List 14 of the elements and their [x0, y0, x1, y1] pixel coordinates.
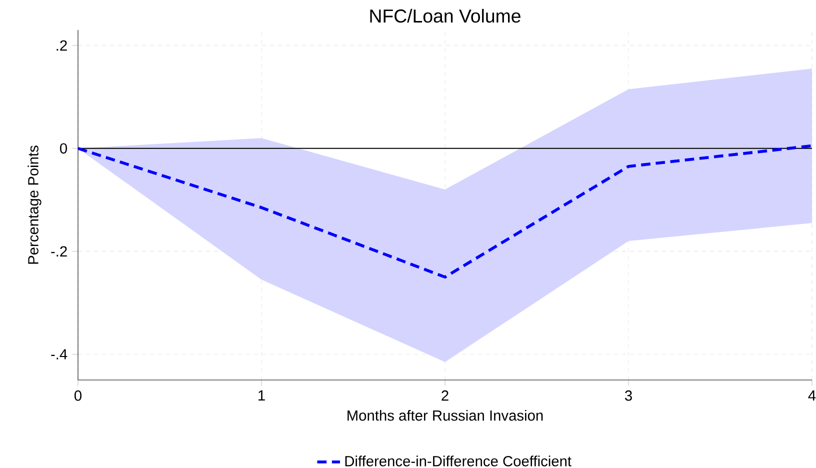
y-tick-label: -.2 — [51, 246, 67, 256]
x-tick-label: 3 — [624, 390, 632, 401]
x-tick-label: 0 — [74, 390, 82, 401]
x-tick-label: 2 — [442, 390, 448, 401]
y-tick-label: 0 — [60, 143, 68, 154]
legend-label: Difference-in-Difference Coefficient — [345, 456, 572, 466]
y-axis-title: Percentage Points — [28, 146, 42, 264]
x-axis-title: Months after Russian Invasion — [348, 410, 543, 421]
x-tick-label: 4 — [808, 390, 816, 400]
x-tick-label: 1 — [258, 390, 265, 400]
y-tick-label: -.4 — [51, 349, 68, 360]
y-tick-label: .2 — [56, 40, 67, 51]
line-series — [78, 144, 812, 279]
chart-title: NFC/Loan Volume — [370, 8, 520, 23]
